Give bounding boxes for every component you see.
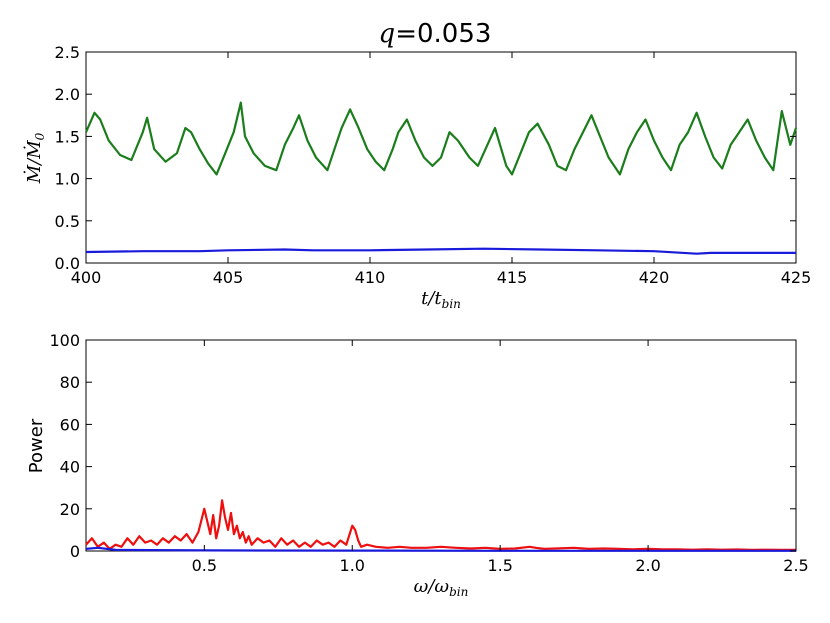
bot-ytick-label: 20 <box>60 500 80 519</box>
bot-ytick-label: 80 <box>60 373 80 392</box>
title-value: 0.053 <box>417 19 491 49</box>
bot-xtick-label: 2.5 <box>783 556 808 575</box>
top-xtick-label: 420 <box>639 268 670 287</box>
top-series-green-line <box>84 101 798 176</box>
bot-series-blue-line <box>85 546 796 552</box>
bottom-panel: 0 20 40 60 80 100 0.5 1.0 1.5 2.0 2.5 ω/ωbin Powe… <box>26 331 809 599</box>
bottom-x-axis-label: ω/ωbin <box>414 576 469 599</box>
bot-series-red-line <box>85 499 796 552</box>
top-series-blue-line <box>85 247 796 255</box>
top-ytick-label: 2.0 <box>55 85 80 104</box>
top-ytick-label: 1.0 <box>55 170 80 189</box>
top-y-label-sub: 0 <box>33 132 47 140</box>
bot-xtick-label: 0.5 <box>192 556 217 575</box>
top-ytick-label: 2.5 <box>55 43 80 62</box>
bot-ytick-label: 40 <box>60 458 80 477</box>
top-xtick-label: 400 <box>71 268 102 287</box>
top-xtick-label: 410 <box>355 268 386 287</box>
top-xtick-label: 425 <box>781 268 812 287</box>
bot-ytick-label: 100 <box>49 331 80 350</box>
title-eq: = <box>395 19 417 49</box>
top-x-label-sub: bin <box>442 297 461 311</box>
top-ytick-label: 0.5 <box>55 212 80 231</box>
top-y-axis-label: Ṁ/Ṁ0 <box>22 132 47 184</box>
chart-title: q=0.053 <box>379 19 492 49</box>
bot-xtick-label: 1.5 <box>487 556 512 575</box>
bot-ytick-label: 0 <box>70 542 80 561</box>
top-panel: 0.0 0.5 1.0 1.5 2.0 2.5 400 405 410 415 420 425 t/… <box>22 43 811 311</box>
bot-ytick-label: 60 <box>60 415 80 434</box>
top-x-axis-label: t/tbin <box>421 288 461 311</box>
top-xtick-label: 405 <box>213 268 244 287</box>
bot-xtick-label: 1.0 <box>340 556 365 575</box>
bot-xtick-label: 2.0 <box>635 556 660 575</box>
top-y-label-base: Ṁ/Ṁ <box>22 140 45 184</box>
bottom-x-label-sub: bin <box>449 585 468 599</box>
top-ytick-label: 1.5 <box>55 127 80 146</box>
top-x-label-base: t/t <box>421 288 442 309</box>
top-plot-frame <box>85 51 797 264</box>
bottom-y-axis-label: Power <box>26 418 47 473</box>
top-ytick-label: 0.0 <box>55 254 80 273</box>
bottom-plot-frame <box>85 339 797 552</box>
bottom-x-label-base: ω/ω <box>414 576 450 597</box>
title-var: q <box>379 19 396 49</box>
top-xtick-label: 415 <box>497 268 528 287</box>
